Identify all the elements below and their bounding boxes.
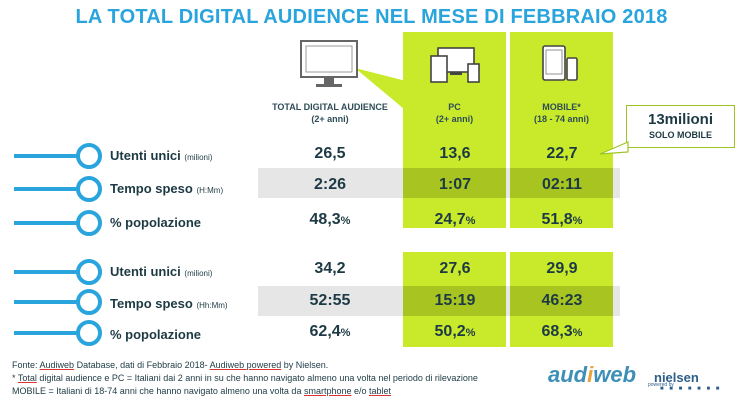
row-label-utenti-1: Utenti unici (milioni) (110, 148, 212, 163)
footnote-text: Audiweb powered (209, 360, 282, 370)
percent-sign: % (340, 215, 351, 227)
row-label-pop-1: % popolazione (110, 215, 201, 230)
audiweb-logo: audiweb (548, 362, 636, 388)
row-label-text: Tempo speso (110, 296, 193, 311)
percent-sign: % (465, 327, 476, 339)
value-total-utenti-1: 26,5 (314, 145, 346, 162)
value-total-tempo-1: 2:26 (313, 176, 347, 193)
page-title: LA TOTAL DIGITAL AUDIENCE NEL MESE DI FE… (75, 6, 668, 28)
column-header-pc-sub: (2+ anni) (435, 114, 474, 124)
value-pc-tempo-1: 1:07 (438, 176, 472, 193)
footnote-text: Audiweb (39, 360, 75, 370)
value-mobile-tempo-2: 46:23 (541, 292, 583, 309)
value-total-pop-2: 62,4% (280, 323, 380, 341)
column-header-pc-label: PC (448, 102, 461, 112)
column-header-pc: PC (2+ anni) (403, 101, 506, 125)
powered-by-text: powered by (648, 382, 674, 388)
footnote-text: by Nielsen. (281, 360, 329, 370)
nielsen-logo: nielsen (654, 370, 699, 385)
value-pc-pop-1: 24,7% (405, 211, 505, 229)
value-mobile-utenti-2: 29,9 (546, 260, 578, 277)
footnote-text: digital audience e PC = Italiani dai 2 a… (36, 373, 478, 383)
value-total-pop-1: 48,3% (280, 211, 380, 229)
callout-pointer (599, 141, 629, 155)
row-label-utenti-2: Utenti unici (milioni) (110, 264, 212, 279)
value-number: 48,3 (309, 211, 341, 228)
value-number: 68,3 (541, 323, 573, 340)
row-label-text: % popolazione (110, 215, 201, 230)
value-total-utenti-2: 34,2 (314, 260, 346, 277)
footnote-text: Fonte: (12, 360, 40, 370)
column-header-total-label: TOTAL DIGITAL AUDIENCE (272, 102, 388, 112)
row-label-pop-2: % popolazione (110, 327, 201, 342)
column-header-mobile-sub: (18 - 74 anni) (533, 114, 589, 124)
value-number: 62,4 (309, 323, 341, 340)
row-label-sub: (milioni) (184, 153, 213, 162)
footnote-definition-mobile: MOBILE = Italiani di 18-74 anni che hann… (12, 386, 391, 396)
monitor-icon (300, 40, 358, 87)
row-label-text: Utenti unici (110, 264, 181, 279)
tablet-phone-icon (542, 45, 578, 81)
footnote-text: Total (17, 373, 37, 383)
value-number: 24,7 (434, 211, 466, 228)
value-mobile-tempo-1: 02:11 (541, 176, 583, 193)
mobile-only-callout: 13milioni SOLO MOBILE (626, 105, 735, 148)
value-total-tempo-2: 52:55 (309, 292, 351, 309)
pc-tempo-cell-2 (403, 286, 506, 316)
footnote-text: e/o (351, 386, 369, 396)
column-header-total: TOTAL DIGITAL AUDIENCE (2+ anni) (255, 101, 405, 125)
mobile-tempo-cell-1 (510, 168, 613, 198)
column-header-mobile: MOBILE* (18 - 74 anni) (510, 101, 613, 125)
row-label-sub: (milioni) (184, 269, 213, 278)
column-header-mobile-label: MOBILE* (542, 102, 581, 112)
percent-sign: % (572, 215, 583, 227)
logo-text: aud (548, 362, 588, 387)
footnote-definition-pc: * Total digital audience e PC = Italiani… (12, 373, 478, 383)
row-label-text: % popolazione (110, 327, 201, 342)
value-pc-tempo-2: 15:19 (434, 292, 476, 309)
connector-triangle (355, 68, 410, 114)
devices-icon (430, 47, 480, 83)
percent-sign: % (340, 327, 351, 339)
footnote-text: MOBILE = Italiani di 18-74 anni che hann… (12, 386, 304, 396)
column-header-total-sub: (2+ anni) (311, 114, 349, 124)
logo-text: web (593, 362, 637, 387)
footnote-text: * (12, 373, 18, 383)
nielsen-dots: ■ ■ ■ ■ ■ ■ ■ (660, 386, 722, 392)
footnote-text: smartphone (303, 386, 352, 396)
logo-text: i (587, 362, 594, 387)
row-label-tempo-1: Tempo speso (H:Mm) (110, 181, 223, 196)
callout-small: SOLO MOBILE (649, 130, 712, 140)
row-label-text: Utenti unici (110, 148, 181, 163)
footnote-source: Fonte: Audiweb Database, dati di Febbrai… (12, 360, 328, 370)
row-label-sub: (Hh:Mm) (196, 301, 228, 310)
value-number: 51,8 (541, 211, 573, 228)
footnote-text: tablet (369, 386, 392, 396)
callout-big: 13milioni (647, 111, 714, 128)
footnote-text: Database, dati di Febbraio 2018- (74, 360, 210, 370)
value-pc-utenti-2: 27,6 (439, 260, 471, 277)
mobile-tempo-cell-2 (510, 286, 613, 316)
row-label-text: Tempo speso (110, 181, 193, 196)
row-label-sub: (H:Mm) (196, 186, 224, 195)
pc-tempo-cell-1 (403, 168, 506, 198)
value-mobile-pop-2: 68,3% (512, 323, 612, 341)
row-markers (14, 143, 102, 346)
value-pc-pop-2: 50,2% (405, 323, 505, 341)
value-number: 50,2 (434, 323, 466, 340)
value-mobile-pop-1: 51,8% (512, 211, 612, 229)
percent-sign: % (465, 215, 476, 227)
row-label-tempo-2: Tempo speso (Hh:Mm) (110, 296, 228, 311)
value-pc-utenti-1: 13,6 (439, 145, 471, 162)
percent-sign: % (572, 327, 583, 339)
value-mobile-utenti-1: 22,7 (546, 145, 578, 162)
